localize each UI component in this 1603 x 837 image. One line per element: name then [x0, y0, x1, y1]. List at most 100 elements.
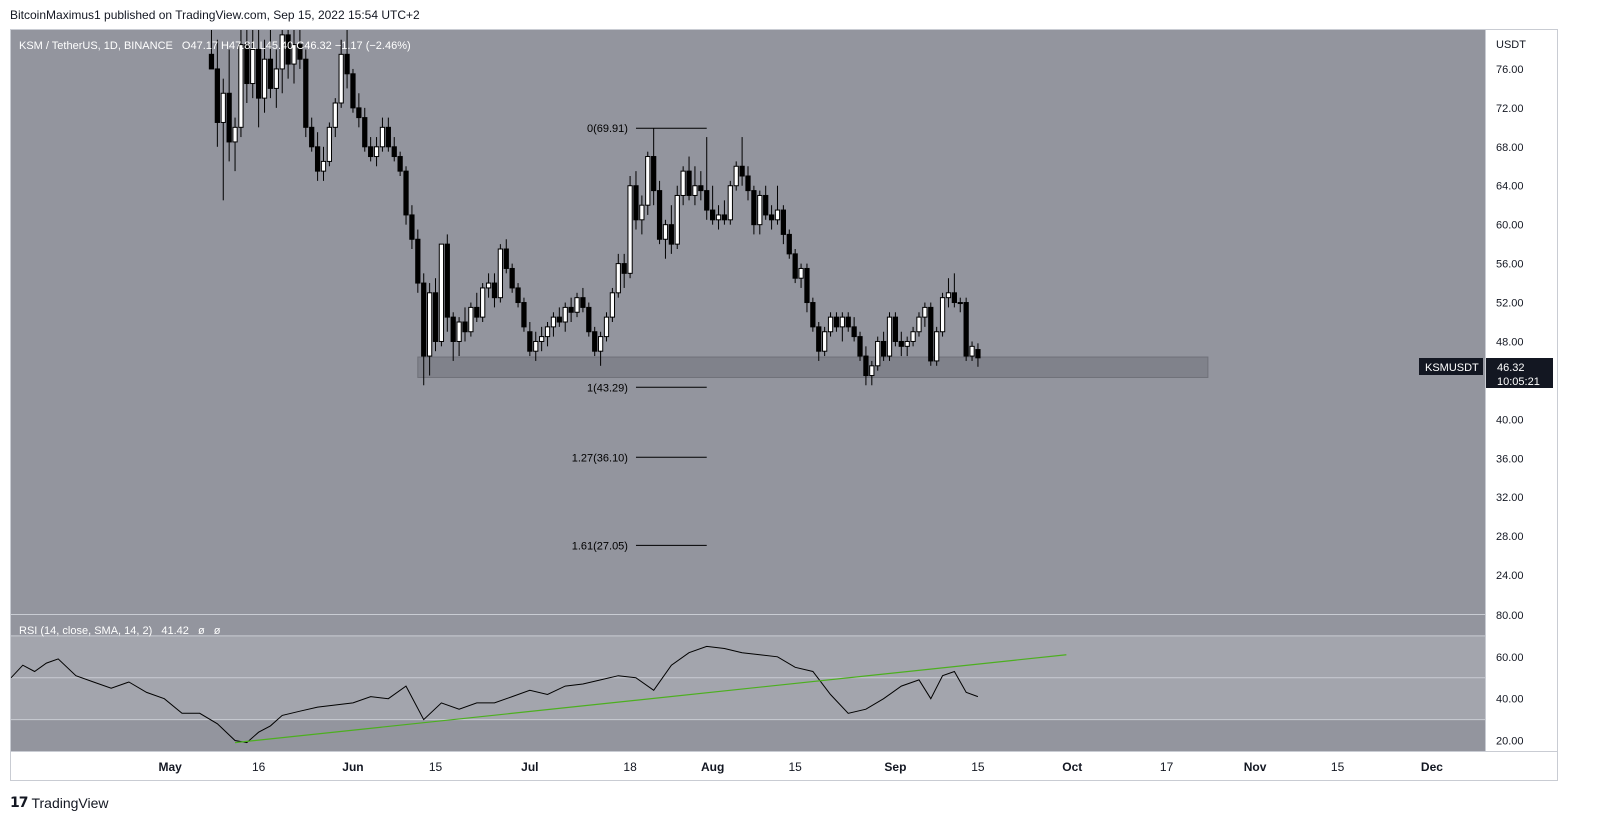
candle-75[interactable]	[651, 128, 657, 206]
candle-58[interactable]	[550, 312, 557, 337]
candle-130[interactable]	[975, 343, 981, 367]
candle-98[interactable]	[786, 229, 792, 259]
candle-46[interactable]	[480, 283, 486, 322]
candle-20[interactable]	[326, 122, 333, 167]
candle-39[interactable]	[438, 243, 445, 347]
candle-18[interactable]	[314, 132, 321, 181]
candle-120[interactable]	[916, 312, 922, 337]
candle-121[interactable]	[922, 302, 928, 327]
candle-48[interactable]	[491, 273, 498, 308]
candle-32[interactable]	[397, 151, 403, 176]
footer-branding[interactable]: 𝟭𝟳 TradingView	[10, 794, 109, 811]
support-zone[interactable]	[417, 356, 1209, 378]
rsi-trendline-0[interactable]	[234, 654, 1067, 744]
candle-86[interactable]	[715, 205, 722, 230]
candle-72[interactable]	[633, 171, 639, 230]
candle-44[interactable]	[468, 302, 474, 337]
candle-7[interactable]	[250, 30, 256, 99]
candle-90[interactable]	[739, 137, 745, 186]
candle-37[interactable]	[426, 283, 433, 376]
candle-74[interactable]	[645, 151, 651, 215]
candle-25[interactable]	[356, 93, 362, 128]
candle-34[interactable]	[409, 205, 415, 249]
candle-104[interactable]	[822, 326, 828, 357]
candle-28[interactable]	[373, 137, 380, 167]
candle-113[interactable]	[875, 336, 881, 371]
rsi-line[interactable]	[11, 645, 979, 744]
candle-42[interactable]	[456, 317, 462, 357]
candle-12[interactable]	[279, 30, 285, 94]
candle-99[interactable]	[792, 249, 798, 284]
candle-10[interactable]	[267, 30, 274, 99]
candle-49[interactable]	[497, 244, 503, 303]
candle-35[interactable]	[415, 229, 421, 293]
candle-123[interactable]	[934, 326, 940, 366]
candle-107[interactable]	[839, 312, 845, 342]
candle-119[interactable]	[910, 326, 916, 347]
candle-62[interactable]	[574, 292, 580, 318]
candle-71[interactable]	[627, 176, 633, 279]
candle-8[interactable]	[256, 30, 262, 128]
candle-110[interactable]	[857, 331, 863, 361]
candle-66[interactable]	[597, 331, 604, 366]
candle-88[interactable]	[727, 180, 733, 225]
candle-63[interactable]	[580, 287, 586, 313]
candle-55[interactable]	[533, 331, 539, 361]
price-legend[interactable]: KSM / TetherUS, 1D, BINANCE O47.17 H47.8…	[19, 40, 411, 52]
candle-77[interactable]	[662, 219, 669, 259]
candle-87[interactable]	[721, 200, 728, 225]
candle-60[interactable]	[562, 302, 568, 332]
candle-17[interactable]	[309, 117, 315, 152]
candle-116[interactable]	[892, 312, 899, 347]
candle-1[interactable]	[214, 39, 220, 147]
candle-106[interactable]	[833, 312, 840, 332]
candle-128[interactable]	[963, 297, 969, 361]
candle-43[interactable]	[462, 307, 468, 342]
candle-122[interactable]	[928, 302, 934, 366]
price-axis-bg[interactable]	[1486, 30, 1557, 751]
candle-84[interactable]	[704, 137, 710, 220]
candle-80[interactable]	[680, 166, 686, 206]
candle-91[interactable]	[745, 166, 751, 201]
candle-82[interactable]	[692, 166, 698, 206]
candle-27[interactable]	[368, 137, 374, 162]
candle-5[interactable]	[238, 30, 244, 138]
candle-33[interactable]	[403, 166, 409, 225]
candle-2[interactable]	[220, 78, 226, 201]
candle-31[interactable]	[391, 137, 397, 162]
candle-108[interactable]	[845, 312, 851, 332]
candle-65[interactable]	[592, 326, 598, 357]
candle-115[interactable]	[886, 312, 893, 361]
candle-70[interactable]	[621, 253, 627, 288]
candle-69[interactable]	[615, 253, 621, 298]
candle-57[interactable]	[544, 322, 551, 347]
candle-16[interactable]	[303, 49, 309, 138]
candle-94[interactable]	[763, 185, 769, 220]
candle-24[interactable]	[350, 68, 356, 113]
candle-29[interactable]	[379, 117, 386, 152]
candle-93[interactable]	[757, 190, 763, 235]
candle-124[interactable]	[939, 292, 946, 337]
candle-118[interactable]	[904, 336, 910, 357]
candle-78[interactable]	[668, 205, 674, 254]
candle-109[interactable]	[851, 317, 857, 342]
candle-85[interactable]	[710, 185, 716, 225]
candle-105[interactable]	[827, 312, 834, 337]
candle-26[interactable]	[362, 107, 368, 152]
candle-59[interactable]	[556, 307, 562, 327]
candle-11[interactable]	[273, 49, 279, 108]
candle-38[interactable]	[432, 278, 439, 352]
candle-4[interactable]	[232, 117, 238, 172]
candle-22[interactable]	[338, 39, 344, 108]
candle-73[interactable]	[639, 195, 645, 235]
candle-14[interactable]	[291, 30, 297, 84]
candle-127[interactable]	[957, 297, 963, 313]
candle-15[interactable]	[297, 30, 303, 69]
candle-0[interactable]	[208, 30, 215, 70]
candle-79[interactable]	[674, 185, 680, 249]
candle-64[interactable]	[586, 302, 592, 337]
candle-21[interactable]	[332, 98, 338, 138]
candle-112[interactable]	[869, 360, 875, 386]
candle-52[interactable]	[515, 283, 521, 308]
candle-102[interactable]	[810, 297, 816, 332]
